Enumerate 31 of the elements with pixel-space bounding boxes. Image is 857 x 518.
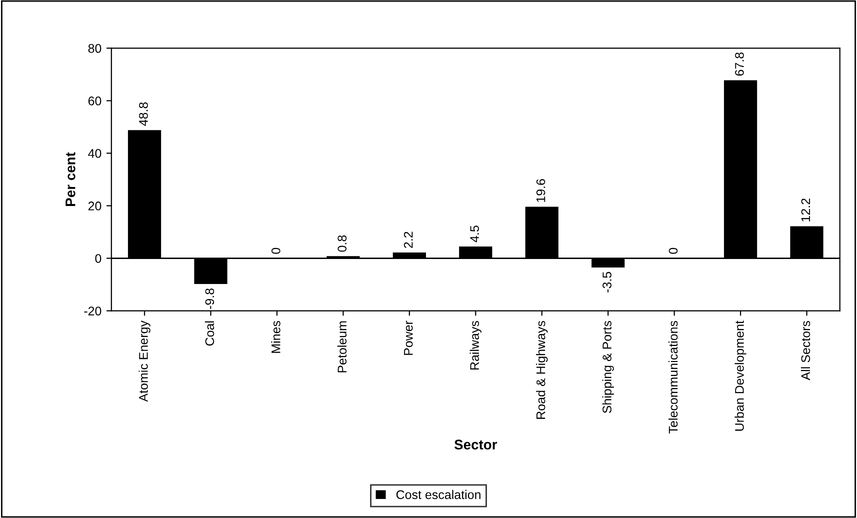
x-axis-title: Sector [454, 440, 498, 450]
data-label: 0 [271, 248, 280, 254]
x-tick-label: Railways [470, 320, 482, 370]
y-tick-label: 0 [95, 254, 102, 263]
data-label: 0.8 [338, 235, 347, 252]
y-tick-label: 40 [88, 149, 102, 158]
data-label: 48.8 [139, 102, 148, 126]
data-label: 19.6 [536, 179, 546, 202]
y-tick-label: -20 [84, 306, 102, 316]
x-tick-label: Petoleum [337, 321, 347, 372]
data-label: 2.2 [404, 232, 413, 248]
x-tick-label: Atomic Energy [138, 320, 150, 402]
x-tick-label: Shipping & Ports [602, 320, 614, 414]
legend-label: Cost escalation [396, 490, 480, 500]
data-label: 12.2 [801, 198, 810, 222]
x-tick-label: Telecommunications [668, 320, 678, 434]
x-tick-label: Coal [204, 321, 214, 346]
y-tick-label: 60 [88, 96, 102, 106]
data-label: -3.5 [602, 272, 612, 292]
y-axis-title: Per cent [66, 152, 76, 206]
x-tick-label: Mines [271, 320, 280, 353]
data-label: 67.8 [735, 52, 744, 76]
x-tick-label: Road & Highways [536, 320, 548, 419]
data-label: 4.5 [470, 226, 479, 242]
data-label: 0 [668, 248, 678, 254]
y-tick-label: 20 [88, 202, 102, 210]
x-tick-label: Power [404, 320, 413, 355]
x-tick-label: All Sectors [800, 320, 810, 380]
data-label: -9.8 [205, 288, 214, 309]
y-tick-label: 80 [88, 44, 102, 53]
x-tick-label: Urban Development [734, 320, 746, 431]
